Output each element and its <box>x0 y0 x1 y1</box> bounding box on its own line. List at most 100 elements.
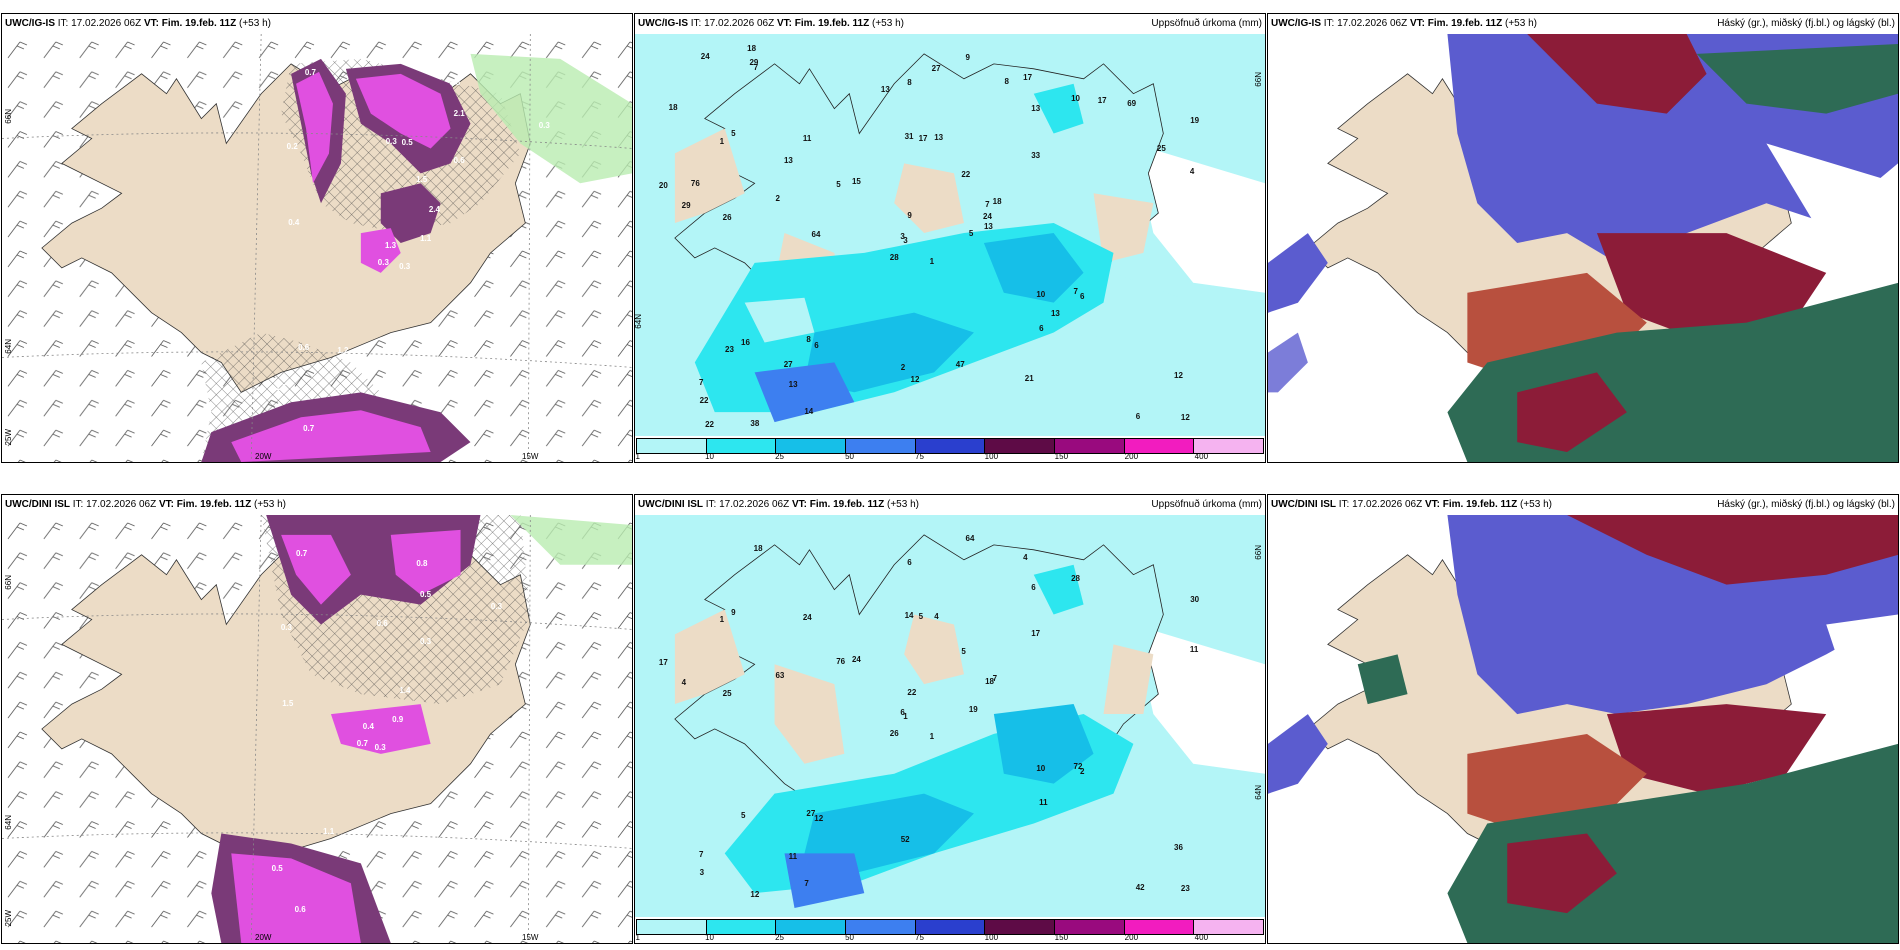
value-label: 13 <box>788 379 798 389</box>
value-label: 2 <box>1079 766 1085 776</box>
panel-subtitle: Uppsöfnuð úrkoma (mm) <box>1151 18 1262 29</box>
legend-color-boxes <box>636 919 1264 935</box>
value-label: 17 <box>918 133 928 143</box>
value-label: 5 <box>918 612 924 622</box>
value-label: 12 <box>910 375 920 385</box>
model-name: UWC/IG-IS <box>5 18 55 29</box>
it-value: 17.02.2026 06Z <box>1337 18 1408 29</box>
it-value: 17.02.2026 06Z <box>1352 499 1423 510</box>
value-label: 63 <box>775 670 785 680</box>
panel-subtitle: Háský (gr.), miðský (fj.bl.) og lágský (… <box>1717 499 1895 510</box>
value-label: 69 <box>1127 99 1137 109</box>
value-label: 0.7 <box>303 423 315 433</box>
lon-label-25w: 25W <box>4 910 13 927</box>
value-label: 2 <box>900 362 906 372</box>
value-label: 0.3 <box>280 622 292 632</box>
value-label: 4 <box>934 611 939 621</box>
vt-label: VT: <box>1424 499 1440 510</box>
value-label: 6 <box>1079 292 1085 302</box>
legend-color-boxes <box>636 438 1264 454</box>
value-label: 1.4 <box>399 686 411 696</box>
value-label: 7 <box>1073 287 1078 297</box>
model-name: UWC/DINI ISL <box>5 499 70 510</box>
it-value: 17.02.2026 06Z <box>704 18 775 29</box>
value-label: 28 <box>889 253 899 263</box>
lead-time: (+53 h) <box>239 18 271 29</box>
value-label: 72 <box>1073 761 1083 771</box>
map-area <box>2 515 632 943</box>
lon-label-15w: 15W <box>522 933 539 942</box>
value-label: 25 <box>1156 144 1166 154</box>
value-label: 9 <box>965 53 970 63</box>
value-label: 0.5 <box>401 138 413 148</box>
legend-tick-label: 1 <box>635 933 641 942</box>
value-label: 3 <box>900 232 905 242</box>
value-label: 7 <box>698 377 704 387</box>
value-label: 23 <box>725 345 734 355</box>
value-label: 2 <box>775 193 780 203</box>
vt-value: Fim. 19.feb. 11Z <box>176 499 252 510</box>
value-label: 8 <box>907 78 912 88</box>
legend-swatch <box>985 920 1056 934</box>
value-label: 27 <box>931 63 941 73</box>
lead-time: (+53 h) <box>1505 18 1537 29</box>
wind-precip-map <box>2 515 632 943</box>
value-label: 0.6 <box>298 342 310 352</box>
panel-header: UWC/DINI ISL IT: 17.02.2026 06Z VT: Fim.… <box>635 495 1265 515</box>
legend-swatch <box>637 920 707 934</box>
value-label: 20 <box>658 180 668 190</box>
value-label: 3 <box>903 236 908 246</box>
value-label: 36 <box>1174 843 1183 853</box>
legend-tick-label: 50 <box>845 452 855 461</box>
value-label: 33 <box>1031 150 1041 160</box>
legend-tick-label: 100 <box>984 452 999 461</box>
panel-header: UWC/DINI ISL IT: 17.02.2026 06Z VT: Fim.… <box>2 495 632 515</box>
lead-time: (+53 h) <box>872 18 904 29</box>
value-label: 76 <box>690 179 700 189</box>
value-label: 0.7 <box>356 739 368 749</box>
panel-subtitle: Uppsöfnuð úrkoma (mm) <box>1151 499 1262 510</box>
value-label: 0.6 <box>376 619 388 629</box>
value-label: 9 <box>907 210 912 220</box>
value-label: 27 <box>806 808 816 818</box>
legend-tick-label: 200 <box>1124 933 1139 942</box>
legend-swatch <box>915 439 986 453</box>
value-label: 1.5 <box>282 698 294 708</box>
value-label: 26 <box>722 212 732 222</box>
value-label: 38 <box>750 418 760 428</box>
value-label: 21 <box>1024 374 1034 384</box>
value-label: 18 <box>668 102 678 112</box>
value-label: 22 <box>699 395 709 405</box>
value-label: 8 <box>1004 76 1009 86</box>
value-label: 11 <box>1189 645 1199 655</box>
lon-label-15w: 15W <box>522 452 539 461</box>
legend-swatch <box>985 439 1056 453</box>
lon-label-25w: 25W <box>4 429 13 446</box>
value-label: 6 <box>1031 583 1036 593</box>
value-label: 64 <box>811 229 821 239</box>
value-label: 7 <box>753 63 759 73</box>
value-label: 13 <box>983 222 993 232</box>
it-label: IT: <box>57 18 69 29</box>
it-label: IT: <box>690 18 702 29</box>
vt-label: VT: <box>143 18 159 29</box>
model-name: UWC/DINI ISL <box>1271 499 1336 510</box>
legend-swatch <box>915 920 986 934</box>
value-label: 0.4 <box>362 722 374 732</box>
legend-swatch <box>846 920 916 934</box>
vt-label: VT: <box>158 499 174 510</box>
value-label: 1 <box>929 732 935 742</box>
precip-legend: 1 10 25 50 75 100 150 200 400 <box>635 917 1265 943</box>
model-name: UWC/IG-IS <box>1271 18 1321 29</box>
value-label: 18 <box>747 44 757 54</box>
value-label: 1 <box>929 257 935 267</box>
panel-bottom-mid-accum-precip: UWC/DINI ISL IT: 17.02.2026 06Z VT: Fim.… <box>634 494 1266 944</box>
value-label: 14 <box>804 407 814 417</box>
lon-label-20w: 20W <box>255 933 272 942</box>
value-label: 22 <box>907 687 917 697</box>
value-label: 1.5 <box>275 382 287 392</box>
legend-swatch <box>1124 920 1195 934</box>
wind-precip-map <box>2 34 632 462</box>
value-label: 1 <box>719 615 725 625</box>
value-label: 0.7 <box>296 549 308 559</box>
